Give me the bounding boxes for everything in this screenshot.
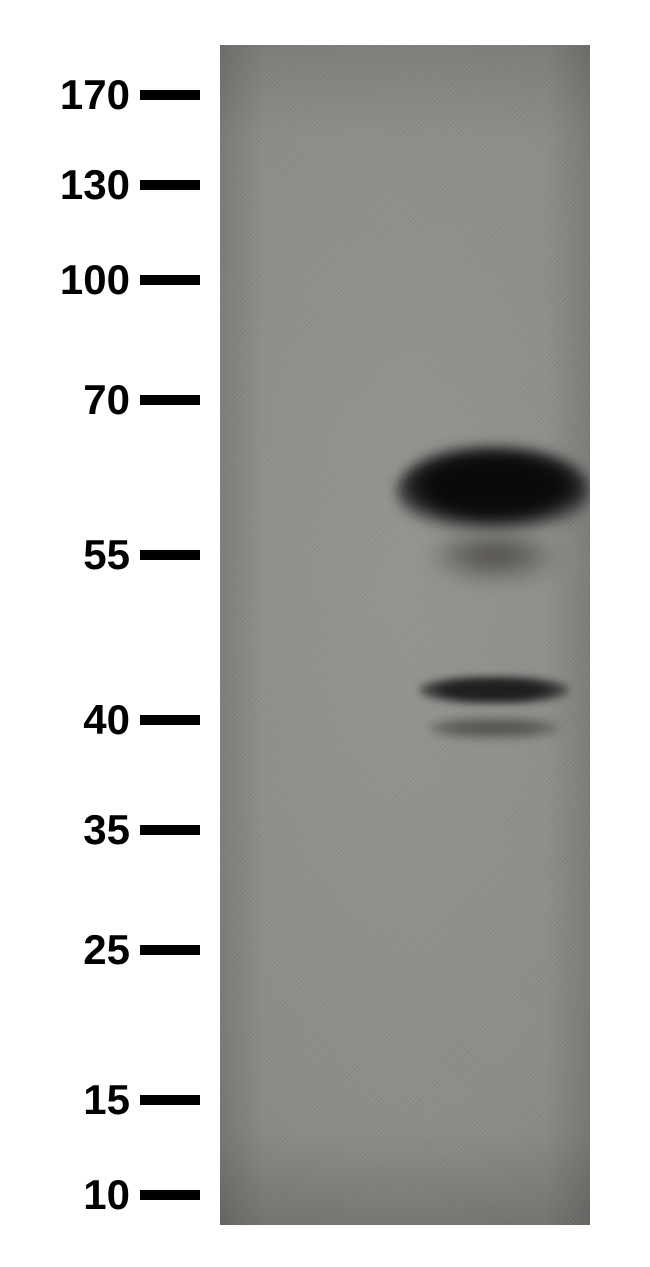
ladder-tick-40	[140, 715, 200, 725]
ladder-tick-130	[140, 180, 200, 190]
ladder-label-25: 25	[83, 926, 130, 974]
ladder-label-40: 40	[83, 696, 130, 744]
ladder-tick-10	[140, 1190, 200, 1200]
ladder-tick-15	[140, 1095, 200, 1105]
ladder-label-15: 15	[83, 1076, 130, 1124]
ladder-label-10: 10	[83, 1171, 130, 1219]
ladder-label-170: 170	[60, 71, 130, 119]
ladder-label-70: 70	[83, 376, 130, 424]
blot-noise	[220, 45, 590, 1225]
ladder-tick-55	[140, 550, 200, 560]
ladder-label-100: 100	[60, 256, 130, 304]
band-lane2-38kda	[429, 719, 559, 737]
ladder-label-55: 55	[83, 531, 130, 579]
ladder-tick-25	[140, 945, 200, 955]
ladder-tick-170	[140, 90, 200, 100]
ladder-label-35: 35	[83, 806, 130, 854]
blot-membrane	[220, 45, 590, 1225]
band-lane2-40kda	[419, 677, 569, 703]
ladder-tick-100	[140, 275, 200, 285]
ladder-tick-70	[140, 395, 200, 405]
ladder-label-130: 130	[60, 161, 130, 209]
band-lane2-60kda	[396, 446, 590, 534]
western-blot-figure: 170 130 100 70 55 40 35 25 15 10	[0, 0, 650, 1267]
ladder-tick-35	[140, 825, 200, 835]
